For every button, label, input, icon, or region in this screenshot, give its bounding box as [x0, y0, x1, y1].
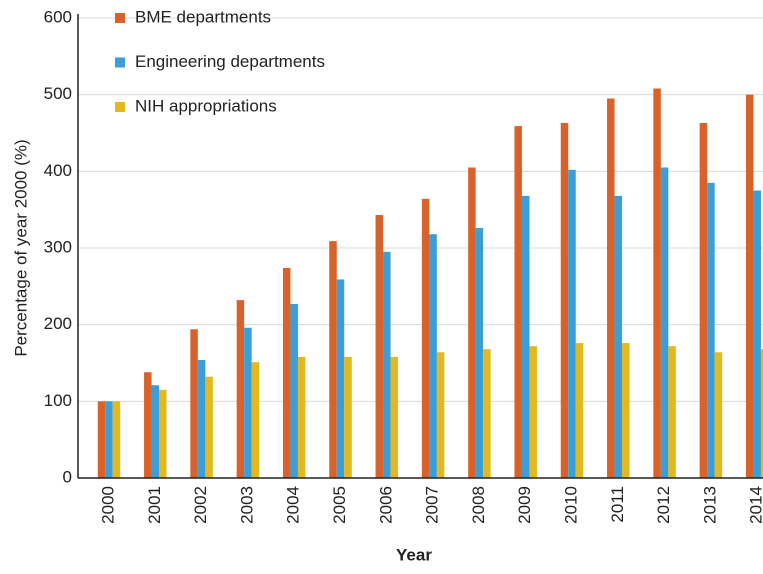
- bar: [290, 303, 298, 478]
- x-tick-label: 2011: [608, 486, 627, 523]
- y-tick-label: 100: [44, 391, 72, 410]
- bar: [575, 343, 584, 478]
- bar: [714, 352, 723, 478]
- y-tick-label: 400: [44, 161, 72, 180]
- bar: [244, 327, 252, 478]
- bar: [514, 126, 522, 478]
- y-tick-label: 500: [44, 84, 72, 103]
- bar: [383, 251, 391, 478]
- bar: [344, 356, 352, 478]
- bar: [236, 300, 245, 478]
- legend-swatch: [115, 57, 125, 68]
- bar: [607, 98, 615, 478]
- x-tick-label: 2009: [515, 486, 534, 524]
- y-tick-label: 300: [44, 237, 72, 256]
- x-tick-label: 2005: [330, 486, 349, 524]
- legend-label: NIH appropriations: [135, 96, 277, 115]
- legend-swatch: [115, 102, 125, 112]
- bar: [375, 215, 384, 479]
- x-tick-label: 2007: [423, 486, 442, 524]
- bar: [151, 385, 160, 478]
- x-tick-label: 2008: [469, 486, 488, 524]
- bar: [282, 267, 291, 478]
- bar: [297, 356, 306, 478]
- bar: [753, 190, 761, 478]
- bar: [707, 182, 715, 479]
- bar: [421, 198, 430, 478]
- bar: [745, 94, 754, 479]
- bar: [483, 349, 491, 478]
- legend-label: BME departments: [135, 7, 271, 26]
- x-tick-label: 2010: [561, 486, 580, 524]
- x-tick-label: 2012: [654, 486, 673, 524]
- x-tick-label: 2002: [191, 486, 210, 524]
- bar: [205, 376, 213, 478]
- y-tick-label: 0: [63, 467, 72, 486]
- bar: [622, 343, 630, 478]
- bar: [112, 401, 121, 478]
- bar: [336, 279, 345, 478]
- bar: [159, 389, 167, 478]
- bar: [660, 167, 669, 478]
- bar: [436, 352, 445, 478]
- x-tick-label: 2013: [700, 486, 719, 524]
- bar: [475, 228, 484, 478]
- legend-swatch: [115, 13, 125, 23]
- x-tick-label: 2003: [237, 486, 256, 524]
- bar: [251, 362, 260, 478]
- x-axis-label: Year: [396, 545, 432, 564]
- bar: [529, 346, 537, 478]
- bar: [197, 359, 206, 478]
- bar: [653, 88, 661, 479]
- bar: [568, 169, 576, 479]
- y-axis-label: Percentage of year 2000 (%): [11, 139, 30, 356]
- x-tick-label: 2001: [145, 486, 164, 524]
- x-tick-label: 2006: [376, 486, 395, 524]
- bar: [144, 372, 152, 478]
- bar: [429, 234, 437, 478]
- legend-label: Engineering departments: [135, 52, 325, 71]
- bar: [560, 123, 569, 479]
- bar: [390, 356, 399, 478]
- y-tick-label: 200: [44, 314, 72, 333]
- bar: [329, 241, 337, 478]
- bar: [614, 195, 623, 478]
- x-tick-label: 2004: [284, 486, 303, 524]
- bar: [105, 401, 113, 478]
- bar: [699, 123, 708, 479]
- bar: [97, 401, 106, 478]
- x-tick-label: 2014: [747, 486, 763, 524]
- y-tick-label: 600: [44, 7, 72, 26]
- bar: [760, 349, 763, 478]
- bar: [521, 195, 530, 478]
- bar: [190, 329, 198, 478]
- x-tick-label: 2000: [98, 486, 117, 524]
- bar: [668, 346, 676, 478]
- bar: [468, 167, 476, 478]
